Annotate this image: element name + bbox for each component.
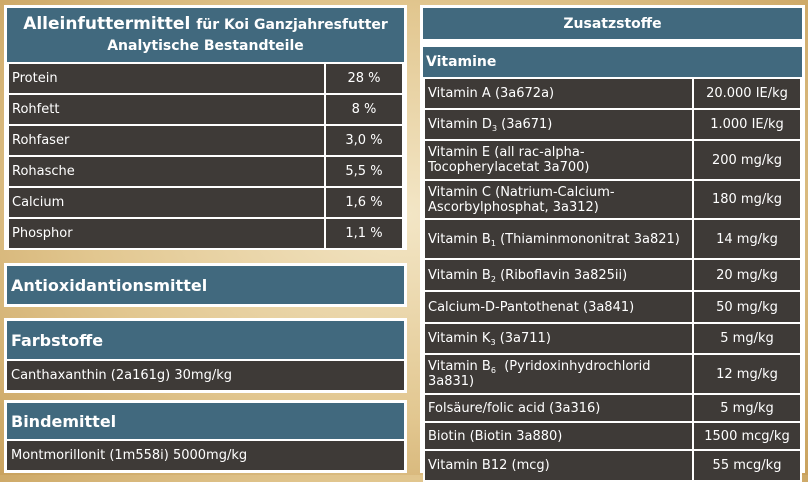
- vitamin-name-part: (3a671): [497, 117, 553, 132]
- analytics-row-name: Rohasche: [7, 155, 326, 188]
- analytics-row: Rohfett 8 %: [7, 93, 404, 126]
- analytics-row-name: Phosphor: [7, 217, 326, 250]
- vitamins-header: Vitamine: [423, 47, 802, 77]
- vitamin-row: Vitamin B12 (mcg) 55 mcg/kg: [423, 449, 802, 482]
- vitamin-subscript: 3: [491, 124, 498, 133]
- binders-title: Bindemittel: [11, 411, 117, 431]
- vitamin-row-name: Vitamin B1 (Thiaminmononitrat 3a821): [423, 218, 694, 260]
- vitamin-row: Vitamin B1 (Thiaminmononitrat 3a821) 14 m…: [423, 218, 802, 260]
- analytics-panel: Alleinfuttermittel für Koi Ganzjahresfut…: [4, 5, 407, 250]
- analytics-row-name: Rohfaser: [7, 124, 326, 157]
- vitamin-row-value: 1.000 IE/kg: [692, 108, 802, 141]
- analytics-row-name: Calcium: [7, 186, 326, 219]
- vitamins-table: Vitamin A (3a672a) 20.000 IE/kg Vitamin D3…: [423, 77, 802, 482]
- vitamin-row-value: 20 mg/kg: [692, 258, 802, 292]
- vitamin-name-part: Vitamin B: [428, 267, 491, 283]
- analytics-subtitle: Analytische Bestandteile: [107, 38, 304, 54]
- colorants-panel: Farbstoffe Canthaxanthin (2a161g) 30mg/k…: [4, 318, 407, 393]
- vitamin-name-part: (Pyridoxinhydrochlorid 3a831): [428, 359, 655, 389]
- colorants-title: Farbstoffe: [11, 330, 104, 350]
- vitamin-row-name: Vitamin K3 (3a711): [423, 322, 694, 355]
- vitamin-row-value: 200 mg/kg: [692, 139, 802, 181]
- colorants-header: Farbstoffe: [7, 321, 404, 359]
- analytics-row: Phosphor 1,1 %: [7, 217, 404, 250]
- analytics-header: Alleinfuttermittel für Koi Ganzjahresfut…: [7, 8, 404, 62]
- vitamin-row: Calcium-D-Pantothenat (3a841) 50 mg/kg: [423, 290, 802, 324]
- vitamin-row-value: 5 mg/kg: [692, 322, 802, 355]
- vitamin-row-value: 5 mg/kg: [692, 393, 802, 423]
- vitamin-row-name: Vitamin B12 (mcg): [423, 449, 694, 482]
- additives-panel: Zusatzstoffe Vitamine Vitamin A (3a672a)…: [420, 5, 805, 482]
- vitamins-title: Vitamine: [426, 54, 497, 70]
- vitamin-row-value: 1500 mcg/kg: [692, 421, 802, 451]
- antioxidants-panel: Antioxidantionsmittel: [4, 263, 407, 307]
- vitamin-name-part: (3a711): [495, 331, 551, 346]
- vitamin-row-name: Calcium-D-Pantothenat (3a841): [423, 290, 694, 324]
- analytics-row-value: 3,0 %: [324, 124, 404, 157]
- vitamin-row: Biotin (Biotin 3a880) 1500 mcg/kg: [423, 421, 802, 451]
- vitamin-subscript: 2: [490, 274, 496, 284]
- vitamin-row-value: 180 mg/kg: [692, 179, 802, 220]
- vitamin-name-part: Vitamin B: [428, 231, 491, 247]
- vitamin-row-name: Vitamin A (3a672a): [423, 77, 694, 110]
- vitamin-row-value: 14 mg/kg: [692, 218, 802, 260]
- vitamin-row: Vitamin C (Natrium-Calcium-Ascorbylphosp…: [423, 179, 802, 220]
- vitamin-name-part: (Thiaminmononitrat 3a821): [495, 231, 680, 247]
- vitamin-row-name: Biotin (Biotin 3a880): [423, 421, 694, 451]
- analytics-row-name: Protein: [7, 62, 326, 95]
- vitamin-subscript: 6: [490, 366, 496, 375]
- vitamin-row-name: Vitamin C (Natrium-Calcium-Ascorbylphosp…: [423, 179, 694, 220]
- vitamin-name-part: Vitamin B: [428, 359, 491, 374]
- vitamin-row-value: 12 mg/kg: [692, 353, 802, 395]
- analytics-row-value: 8 %: [324, 93, 404, 126]
- binders-header: Bindemittel: [7, 403, 404, 439]
- analytics-row-value: 1,6 %: [324, 186, 404, 219]
- analytics-row: Rohfaser 3,0 %: [7, 124, 404, 157]
- vitamin-row: Vitamin B2 (Riboflavin 3a825ii) 20 mg/kg: [423, 258, 802, 292]
- analytics-row: Protein 28 %: [7, 62, 404, 95]
- antioxidants-title: Antioxidantionsmittel: [11, 275, 208, 295]
- analytics-row: Rohasche 5,5 %: [7, 155, 404, 188]
- additives-header: Zusatzstoffe: [423, 8, 802, 39]
- additives-title: Zusatzstoffe: [563, 15, 662, 32]
- colorants-row: Canthaxanthin (2a161g) 30mg/kg: [7, 361, 404, 390]
- vitamin-row: Vitamin E (all rac-alpha-Tocopherylaceta…: [423, 139, 802, 181]
- vitamin-row-name: Vitamin D3 (3a671): [423, 108, 694, 141]
- colorants-text: Canthaxanthin (2a161g) 30mg/kg: [11, 368, 232, 383]
- analytics-row-value: 5,5 %: [324, 155, 404, 188]
- vitamin-row-name: Vitamin B6 (Pyridoxinhydrochlorid 3a831): [423, 353, 694, 395]
- vitamin-subscript: 1: [490, 238, 496, 248]
- antioxidants-header: Antioxidantionsmittel: [7, 266, 404, 304]
- analytics-title: Alleinfuttermittel: [23, 14, 191, 34]
- binders-text: Montmorillonit (1m558i) 5000mg/kg: [11, 448, 248, 463]
- vitamin-row-value: 50 mg/kg: [692, 290, 802, 324]
- vitamin-row: Vitamin A (3a672a) 20.000 IE/kg: [423, 77, 802, 110]
- vitamin-row: Vitamin D3 (3a671) 1.000 IE/kg: [423, 108, 802, 141]
- analytics-table: Protein 28 % Rohfett 8 % Rohfaser 3,0 % Rohasc…: [7, 62, 404, 250]
- analytics-row-name: Rohfett: [7, 93, 326, 126]
- vitamin-row-value: 55 mcg/kg: [692, 449, 802, 482]
- vitamin-row-name: Vitamin B2 (Riboflavin 3a825ii): [423, 258, 694, 292]
- analytics-row-value: 28 %: [324, 62, 404, 95]
- binders-panel: Bindemittel Montmorillonit (1m558i) 5000…: [4, 400, 407, 473]
- vitamin-row-name: Vitamin E (all rac-alpha-Tocopherylaceta…: [423, 139, 694, 181]
- analytics-row-value: 1,1 %: [324, 217, 404, 250]
- vitamin-subscript: 3: [490, 338, 496, 347]
- vitamin-row: Folsäure/folic acid (3a316) 5 mg/kg: [423, 393, 802, 423]
- vitamin-row-value: 20.000 IE/kg: [692, 77, 802, 110]
- vitamin-row: Vitamin K3 (3a711) 5 mg/kg: [423, 322, 802, 355]
- analytics-row: Calcium 1,6 %: [7, 186, 404, 219]
- vitamin-row: Vitamin B6 (Pyridoxinhydrochlorid 3a831)…: [423, 353, 802, 395]
- analytics-title-suffix: für Koi Ganzjahresfutter: [196, 17, 388, 33]
- vitamin-name-part: (Riboflavin 3a825ii): [495, 267, 628, 283]
- vitamin-name-part: Vitamin K: [428, 331, 491, 346]
- vitamin-row-name: Folsäure/folic acid (3a316): [423, 393, 694, 423]
- vitamin-name-part: Vitamin D: [428, 117, 492, 132]
- binders-row: Montmorillonit (1m558i) 5000mg/kg: [7, 441, 404, 470]
